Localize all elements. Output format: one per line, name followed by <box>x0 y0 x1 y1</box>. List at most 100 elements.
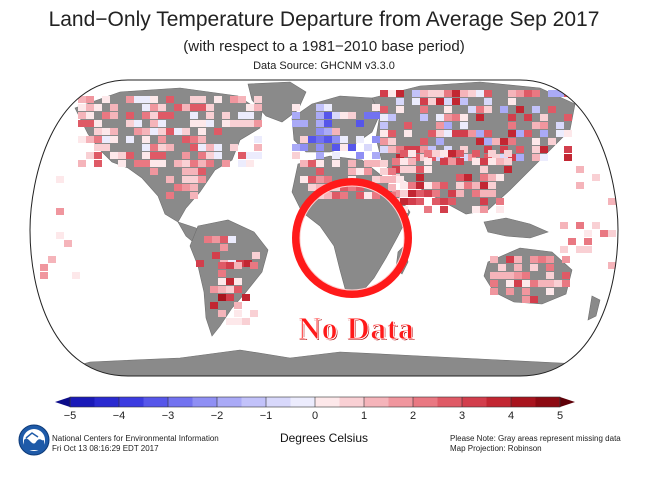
anomaly-cell <box>110 104 118 111</box>
anomaly-cell <box>300 136 308 143</box>
anomaly-cell <box>476 130 484 137</box>
anomaly-cell <box>166 112 174 119</box>
anomaly-cell <box>464 182 472 189</box>
anomaly-cell <box>72 272 80 279</box>
anomaly-cell <box>546 288 554 295</box>
anomaly-cell <box>324 112 332 119</box>
anomaly-cell <box>460 114 468 121</box>
anomaly-cell <box>78 112 86 119</box>
anomaly-cell <box>340 192 348 199</box>
anomaly-cell <box>316 120 324 127</box>
color-bar-tick-label: 5 <box>557 410 563 422</box>
anomaly-cell <box>380 90 388 97</box>
anomaly-cell <box>460 130 468 137</box>
anomaly-cell <box>348 160 356 167</box>
timestamp: Fri Oct 13 08:16:29 EDT 2017 <box>52 444 159 453</box>
anomaly-cell <box>292 144 300 151</box>
anomaly-cell <box>102 144 110 151</box>
anomaly-cell <box>420 114 428 121</box>
anomaly-cell <box>472 150 480 157</box>
anomaly-cell <box>506 272 514 279</box>
anomaly-cell <box>142 160 150 167</box>
anomaly-cell <box>380 114 388 121</box>
color-bar: −5 −4 −3 −2 −1 0 1 2 3 4 5 <box>55 396 575 422</box>
anomaly-cell <box>514 264 522 271</box>
anomaly-cell <box>484 106 492 113</box>
anomaly-cell <box>214 96 222 103</box>
anomaly-cell <box>562 280 570 287</box>
anomaly-cell <box>436 98 444 105</box>
anomaly-cell <box>182 160 190 167</box>
anomaly-cell <box>480 190 488 197</box>
anomaly-cell <box>440 158 448 165</box>
anomaly-cell <box>118 160 126 167</box>
anomaly-cell <box>324 104 332 111</box>
anomaly-cell <box>532 146 540 153</box>
anomaly-cell <box>472 190 480 197</box>
anomaly-cell <box>40 272 48 279</box>
anomaly-cell <box>234 310 242 317</box>
anomaly-cell <box>506 256 514 263</box>
anomaly-cell <box>332 152 340 159</box>
anomaly-cell <box>490 288 498 295</box>
anomaly-cell <box>530 256 538 263</box>
anomaly-cell <box>548 106 556 113</box>
anomaly-cell <box>420 138 428 145</box>
anomaly-cell <box>416 190 424 197</box>
anomaly-cell <box>190 144 198 151</box>
anomaly-cell <box>316 128 324 135</box>
anomaly-cell <box>444 98 452 105</box>
anomaly-cell <box>456 190 464 197</box>
anomaly-cell <box>444 90 452 97</box>
anomaly-cell <box>562 256 570 263</box>
anomaly-cell <box>524 130 532 137</box>
anomaly-cell <box>340 136 348 143</box>
anomaly-cell <box>490 272 498 279</box>
anomaly-cell <box>242 294 250 301</box>
anomaly-cell <box>500 154 508 161</box>
anomaly-cell <box>592 174 600 181</box>
anomaly-cell <box>488 190 496 197</box>
anomaly-cell <box>608 198 616 205</box>
anomaly-cell <box>210 286 218 293</box>
anomaly-cell <box>436 154 444 161</box>
anomaly-cell <box>158 144 166 151</box>
anomaly-cell <box>436 114 444 121</box>
anomaly-cell <box>380 130 388 137</box>
anomaly-cell <box>476 114 484 121</box>
anomaly-cell <box>254 144 262 151</box>
anomaly-cell <box>250 310 258 317</box>
anomaly-cell <box>432 150 440 157</box>
anomaly-cell <box>524 114 532 121</box>
anomaly-cell <box>182 104 190 111</box>
anomaly-cell <box>412 154 420 161</box>
anomaly-cell <box>408 190 416 197</box>
anomaly-cell <box>348 168 356 175</box>
anomaly-cell <box>238 96 246 103</box>
anomaly-cell <box>94 160 102 167</box>
anomaly-cell <box>348 112 356 119</box>
anomaly-cell <box>182 176 190 183</box>
anomaly-cell <box>332 128 340 135</box>
anomaly-cell <box>226 318 234 325</box>
anomaly-cell <box>554 280 562 287</box>
anomaly-cell <box>246 104 254 111</box>
anomaly-cell <box>364 112 372 119</box>
color-bar-swatch <box>339 397 365 407</box>
anomaly-cell <box>214 152 222 159</box>
anomaly-cell <box>476 106 484 113</box>
anomaly-cell <box>102 136 110 143</box>
anomaly-cell <box>492 138 500 145</box>
anomaly-cell <box>560 222 568 229</box>
anomaly-cell <box>190 160 198 167</box>
anomaly-cell <box>218 270 226 277</box>
anomaly-cell <box>498 264 506 271</box>
anomaly-cell <box>332 160 340 167</box>
temperature-anomaly-cells <box>40 90 616 325</box>
anomaly-cell <box>356 136 364 143</box>
anomaly-cell <box>428 130 436 137</box>
anomaly-cell <box>56 232 64 239</box>
anomaly-cell <box>234 278 242 285</box>
anomaly-cell <box>204 236 212 243</box>
anomaly-cell <box>592 222 600 229</box>
